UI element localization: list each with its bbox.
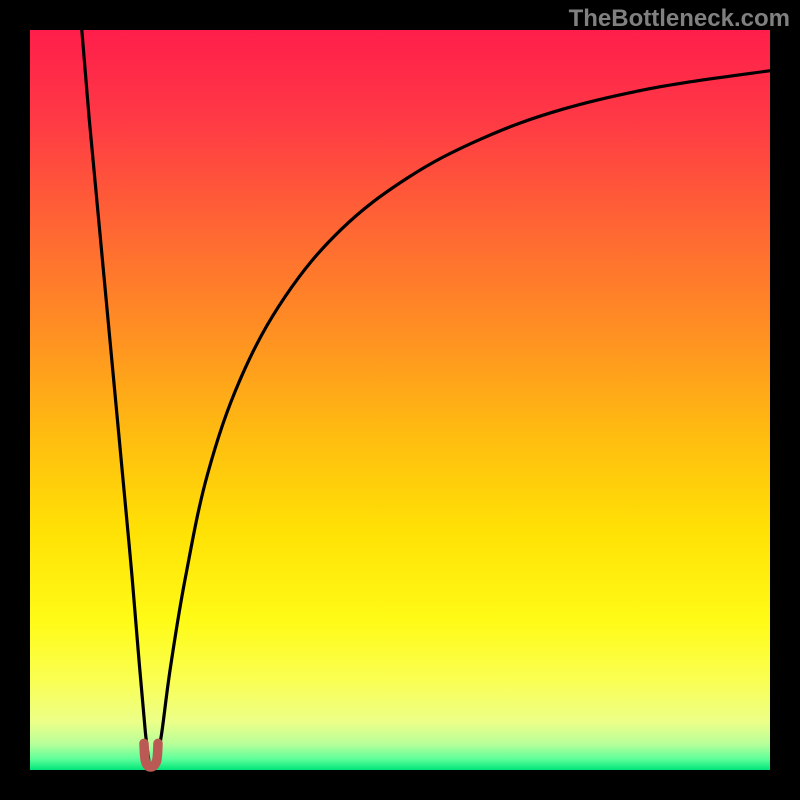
plot-background	[30, 30, 770, 770]
bottleneck-chart: TheBottleneck.com	[0, 0, 800, 800]
chart-border-left	[0, 0, 30, 800]
chart-border-bottom	[0, 770, 800, 800]
chart-svg: TheBottleneck.com	[0, 0, 800, 800]
attribution-label: TheBottleneck.com	[569, 5, 790, 32]
chart-border-right	[770, 0, 800, 800]
